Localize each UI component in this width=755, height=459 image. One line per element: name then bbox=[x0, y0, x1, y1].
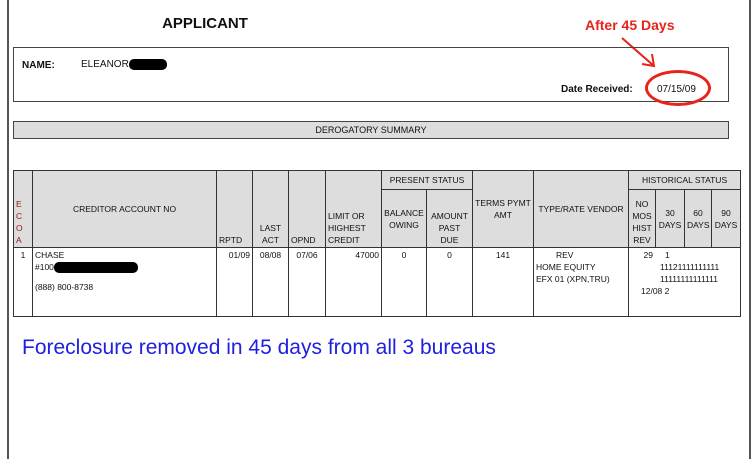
foreclosure-note: Foreclosure removed in 45 days from all … bbox=[22, 336, 496, 359]
group-present-status: PRESENT STATUS bbox=[381, 170, 473, 190]
page-title: APPLICANT bbox=[162, 15, 248, 32]
col-balance: BALANCE OWING bbox=[381, 189, 427, 248]
annotation-label: After 45 Days bbox=[585, 17, 675, 33]
derogatory-table: E C O A CREDITOR ACCOUNT NO RPTD LAST AC… bbox=[13, 170, 742, 317]
col-opnd: OPND bbox=[288, 170, 326, 248]
col-ecoa: E C O A bbox=[13, 170, 33, 248]
page-border bbox=[7, 0, 751, 459]
cell-limit: 47000 bbox=[325, 247, 382, 317]
cell-terms: 141 bbox=[472, 247, 534, 317]
col-past-due: AMOUNT PAST DUE bbox=[426, 189, 473, 248]
cell-past-due: 0 bbox=[426, 247, 473, 317]
table-row: 1 CHASE #100 (888) 800-8738 01/09 08/08 07… bbox=[13, 247, 742, 317]
name-value: ELEANOR bbox=[81, 59, 167, 70]
redaction bbox=[53, 262, 138, 274]
cell-ecoa: 1 bbox=[13, 247, 33, 317]
date-received-label: Date Received: bbox=[561, 84, 633, 95]
col-rptd: RPTD bbox=[216, 170, 253, 248]
cell-creditor: CHASE #100 (888) 800-8738 bbox=[32, 247, 217, 317]
cell-rptd: 01/09 bbox=[216, 247, 253, 317]
col-creditor: CREDITOR ACCOUNT NO bbox=[32, 170, 217, 248]
applicant-box: NAME: ELEANOR Date Received: 07/15/09 bbox=[13, 47, 729, 102]
cell-last-act: 08/08 bbox=[252, 247, 289, 317]
highlight-circle bbox=[645, 70, 711, 106]
col-no-mos: NO MOS HIST REV bbox=[628, 189, 656, 248]
col-90-days: 90 DAYS bbox=[710, 189, 742, 248]
col-terms: TERMS PYMT AMT bbox=[472, 170, 534, 248]
cell-type: REV HOME EQUITY EFX 01 (XPN,TRU) bbox=[533, 247, 629, 317]
cell-historical: 29 1 11121111111111 11111111111111 12/08 … bbox=[627, 247, 742, 317]
col-type: TYPE/RATE VENDOR bbox=[533, 170, 629, 248]
name-label: NAME: bbox=[22, 60, 55, 71]
arrow-icon bbox=[621, 37, 656, 68]
col-60-days: 60 DAYS bbox=[684, 189, 712, 248]
col-limit: LIMIT OR HIGHEST CREDIT bbox=[325, 170, 382, 248]
group-historical-status: HISTORICAL STATUS bbox=[627, 170, 742, 190]
col-last-act: LAST ACT bbox=[252, 170, 289, 248]
redaction bbox=[128, 59, 167, 70]
section-title: DEROGATORY SUMMARY bbox=[13, 121, 729, 139]
col-30-days: 30 DAYS bbox=[655, 189, 685, 248]
cell-balance: 0 bbox=[381, 247, 427, 317]
cell-opnd: 07/06 bbox=[288, 247, 326, 317]
